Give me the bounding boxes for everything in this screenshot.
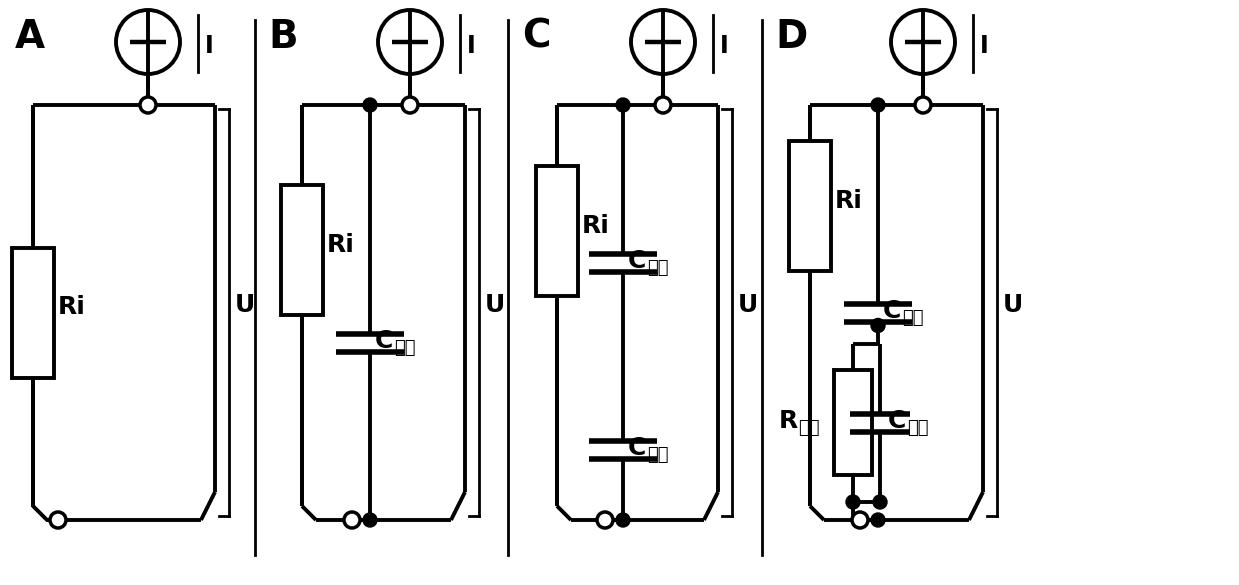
Text: C: C bbox=[522, 18, 550, 56]
Text: C: C bbox=[628, 249, 647, 273]
Circle shape bbox=[871, 513, 885, 527]
Bar bbox=[281, 185, 323, 315]
Circle shape bbox=[914, 97, 930, 113]
Text: B: B bbox=[268, 18, 297, 56]
Text: C: C bbox=[375, 329, 393, 353]
Bar bbox=[12, 247, 55, 377]
Circle shape bbox=[597, 512, 613, 528]
Text: I: I bbox=[204, 34, 214, 58]
Text: U: U bbox=[738, 292, 758, 316]
Text: 极化: 极化 bbox=[647, 446, 669, 464]
Circle shape bbox=[873, 495, 887, 509]
Bar bbox=[789, 141, 831, 271]
Text: U: U bbox=[235, 292, 255, 316]
Text: 差分: 差分 bbox=[394, 339, 415, 356]
Circle shape bbox=[363, 98, 377, 112]
Text: D: D bbox=[776, 18, 808, 56]
Bar bbox=[834, 370, 872, 475]
Text: A: A bbox=[15, 18, 45, 56]
Circle shape bbox=[871, 318, 885, 332]
Text: I: I bbox=[467, 34, 476, 58]
Text: I: I bbox=[980, 34, 989, 58]
Circle shape bbox=[846, 495, 860, 509]
Text: 差分: 差分 bbox=[902, 308, 923, 326]
Circle shape bbox=[616, 98, 629, 112]
Text: 差分: 差分 bbox=[647, 259, 669, 277]
Circle shape bbox=[871, 98, 885, 112]
Circle shape bbox=[616, 513, 629, 527]
Circle shape bbox=[50, 512, 66, 528]
Text: Ri: Ri bbox=[835, 190, 862, 214]
Circle shape bbox=[344, 512, 361, 528]
Text: U: U bbox=[1004, 292, 1023, 316]
Text: Ri: Ri bbox=[58, 295, 85, 319]
Text: I: I bbox=[720, 34, 729, 58]
Text: R: R bbox=[779, 409, 798, 433]
Text: 极化: 极化 bbox=[798, 419, 819, 437]
Circle shape bbox=[363, 513, 377, 527]
Circle shape bbox=[852, 512, 869, 528]
Circle shape bbox=[140, 97, 156, 113]
Circle shape bbox=[655, 97, 672, 113]
Text: 极化: 极化 bbox=[907, 419, 928, 437]
Circle shape bbox=[401, 97, 418, 113]
Text: Ri: Ri bbox=[327, 233, 354, 257]
Text: C: C bbox=[883, 298, 902, 322]
Text: C: C bbox=[628, 436, 647, 460]
Text: C: C bbox=[888, 409, 907, 433]
Bar bbox=[536, 166, 579, 296]
Text: Ri: Ri bbox=[582, 214, 610, 238]
Text: U: U bbox=[484, 292, 506, 316]
